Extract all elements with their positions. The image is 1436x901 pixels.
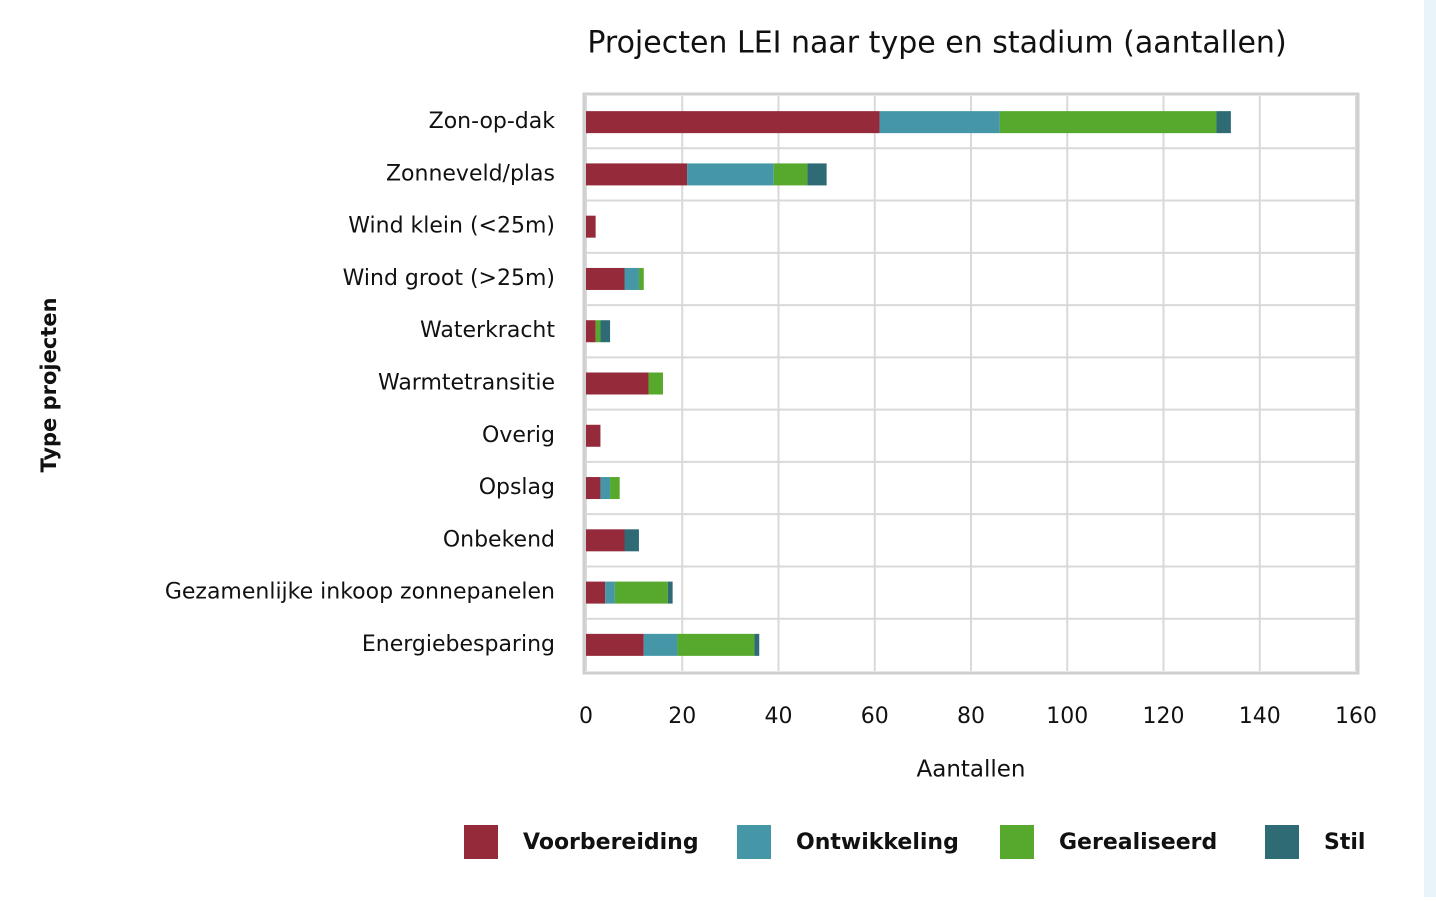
y-tick-label: Warmtetransitie xyxy=(378,371,555,396)
legend-label: Ontwikkeling xyxy=(796,830,959,855)
bar-segment xyxy=(586,633,644,656)
bar-segment xyxy=(586,215,596,238)
bar-segment xyxy=(595,320,601,343)
bar-segment xyxy=(773,163,808,186)
bar-segment xyxy=(610,477,620,500)
y-tick-label: Onbekend xyxy=(443,527,555,552)
x-tick-label: 140 xyxy=(1239,704,1281,729)
bar-segment xyxy=(643,633,678,656)
y-tick-label: Wind groot (>25m) xyxy=(343,266,555,291)
bar-segment xyxy=(807,163,827,186)
legend-label: Gerealiseerd xyxy=(1059,830,1217,855)
x-tick-label: 80 xyxy=(957,704,985,729)
bar-segment xyxy=(999,111,1217,134)
bar-segment xyxy=(1216,111,1231,134)
bar-segment xyxy=(624,529,639,552)
y-tick-label: Energiebesparing xyxy=(362,632,555,657)
y-tick-label: Overig xyxy=(482,423,555,448)
legend-swatch xyxy=(1265,825,1299,859)
x-tick-label: 20 xyxy=(668,704,696,729)
x-axis-title: Aantallen xyxy=(916,757,1025,783)
bar-segment xyxy=(754,633,760,656)
bar-segment xyxy=(677,633,755,656)
bar-segment xyxy=(605,581,615,604)
bar-segment xyxy=(586,581,606,604)
x-tick-label: 100 xyxy=(1046,704,1088,729)
bar-segment xyxy=(614,581,668,604)
bar-segment xyxy=(586,267,625,290)
bar-segment xyxy=(600,477,611,500)
x-tick-label: 40 xyxy=(765,704,793,729)
y-tick-label: Gezamenlijke inkoop zonnepanelen xyxy=(165,580,555,605)
bar-segment xyxy=(648,372,663,395)
y-tick-label: Waterkracht xyxy=(420,318,555,343)
bar-segment xyxy=(667,581,673,604)
bar-segment xyxy=(879,111,1000,134)
bar-segment xyxy=(638,267,644,290)
x-tick-label: 160 xyxy=(1335,704,1377,729)
legend-swatch xyxy=(1000,825,1034,859)
bar-segment xyxy=(586,320,596,343)
bar-segment xyxy=(586,424,601,447)
legend-swatch xyxy=(737,825,771,859)
y-tick-label: Wind klein (<25m) xyxy=(348,214,555,239)
y-tick-label: Opslag xyxy=(479,475,555,500)
plot-frame xyxy=(582,92,1360,675)
y-tick-label: Zonneveld/plas xyxy=(386,161,555,186)
legend-swatch xyxy=(464,825,498,859)
bar-segment xyxy=(586,163,688,186)
bar-segment xyxy=(624,267,639,290)
bar-segment xyxy=(687,163,774,186)
bar-segment xyxy=(586,372,649,395)
chart-title: Projecten LEI naar type en stadium (aant… xyxy=(587,26,1286,61)
bar-segment xyxy=(600,320,611,343)
legend-label: Voorbereiding xyxy=(523,830,699,855)
y-axis-title: Type projecten xyxy=(37,297,61,472)
legend-label: Stil xyxy=(1324,830,1365,855)
x-tick-label: 120 xyxy=(1143,704,1185,729)
bar-segment xyxy=(586,111,880,134)
bar-segment xyxy=(586,529,625,552)
side-strip xyxy=(1424,0,1436,897)
y-tick-label: Zon-op-dak xyxy=(429,109,556,134)
x-tick-label: 0 xyxy=(579,704,593,729)
bar-segment xyxy=(586,477,601,500)
x-tick-label: 60 xyxy=(861,704,889,729)
